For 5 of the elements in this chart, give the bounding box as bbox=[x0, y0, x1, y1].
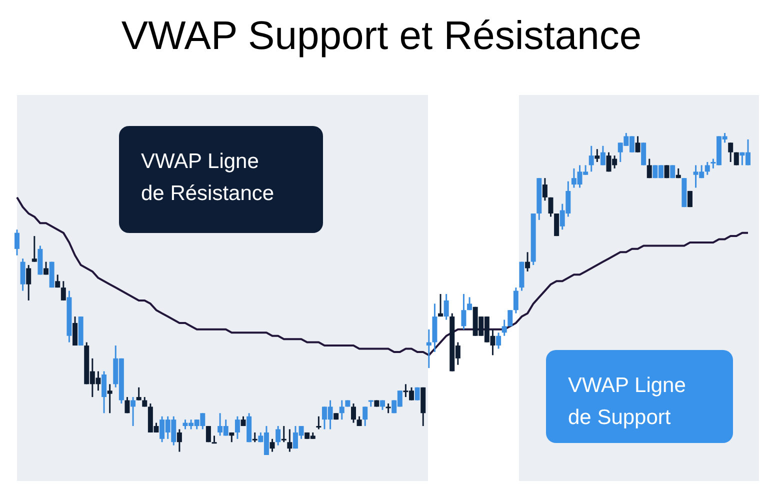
chart-title: VWAP Support et Résistance bbox=[120, 14, 643, 59]
candlestick bbox=[426, 329, 432, 368]
label-box: VWAP Ligne de Résistance bbox=[119, 126, 323, 233]
candlestick bbox=[281, 426, 286, 442]
label-box: VWAP Ligne de Support bbox=[546, 350, 733, 443]
